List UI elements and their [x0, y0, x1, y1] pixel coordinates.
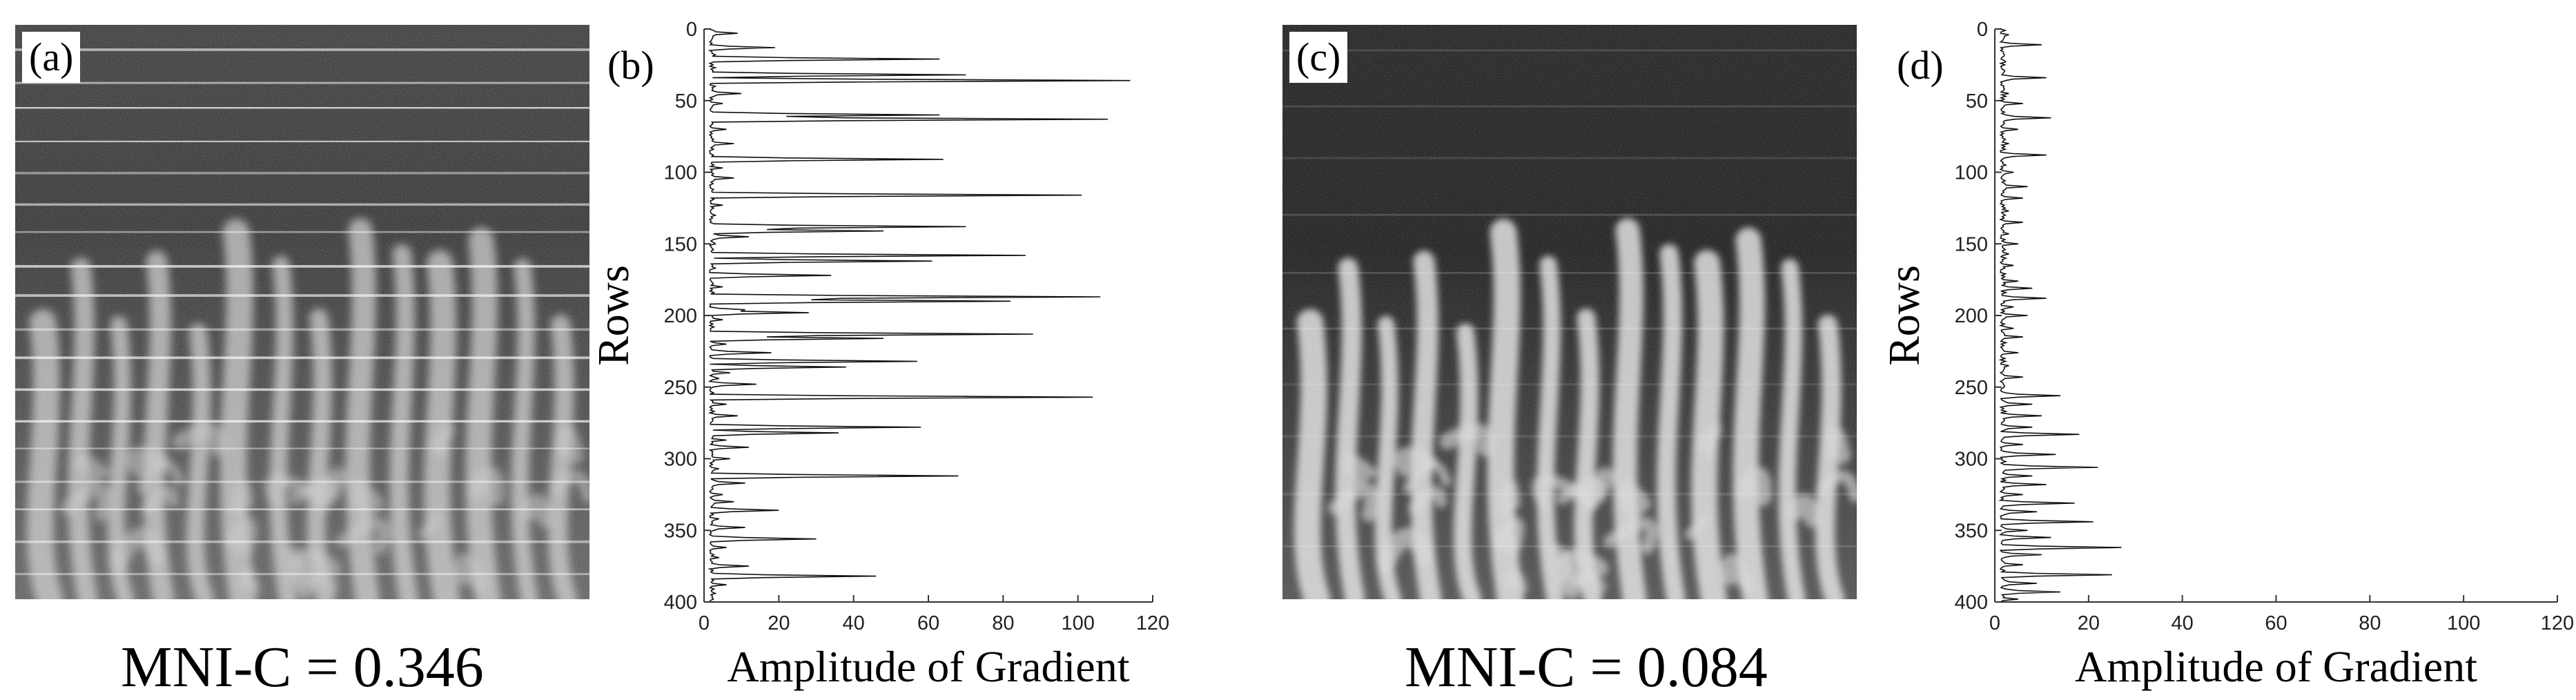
stripe-artifact — [1282, 545, 1857, 547]
stripe-artifact — [15, 264, 589, 268]
gradient-profile-line — [1998, 28, 2122, 603]
y-tick-label: 300 — [1955, 449, 1988, 471]
y-tick-label: 150 — [1955, 233, 1988, 255]
stripe-artifact — [1282, 327, 1857, 330]
y-tick-label: 250 — [664, 377, 697, 399]
stripe-artifact — [1282, 383, 1857, 386]
x-tick-label: 40 — [2172, 612, 2194, 634]
stripe-artifact — [15, 540, 589, 543]
x-axis-title: Amplitude of Gradient — [728, 642, 1130, 691]
stripe-artifact — [1282, 492, 1857, 496]
y-tick-label: 100 — [1955, 162, 1988, 184]
x-tick-label: 80 — [2359, 612, 2381, 634]
x-axis-title: Amplitude of Gradient — [2075, 642, 2477, 691]
y-axis-title: Rows — [1880, 265, 1929, 366]
stripe-artifact — [15, 48, 589, 51]
oct-image-a — [15, 25, 589, 599]
gradient-profile-line — [708, 28, 1131, 603]
stripe-artifact — [1282, 435, 1857, 438]
y-tick-label: 200 — [1955, 305, 1988, 327]
y-tick-label: 250 — [1955, 377, 1988, 399]
stripe-artifact — [1282, 213, 1857, 216]
y-tick-label: 300 — [664, 449, 697, 471]
stripe-artifact — [15, 328, 589, 331]
y-axis-title: Rows — [590, 265, 638, 366]
stripe-artifact — [15, 447, 589, 449]
stripe-artifact — [15, 203, 589, 206]
x-tick-label: 120 — [2541, 612, 2574, 634]
stripe-artifact — [15, 420, 589, 422]
stripe-artifact — [1282, 272, 1857, 274]
oct-image-c — [1282, 25, 1857, 599]
x-tick-label: 120 — [1136, 612, 1169, 634]
panel-tag-d: (d) — [1897, 43, 1944, 88]
x-tick-label: 100 — [2447, 612, 2480, 634]
x-tick-label: 40 — [843, 612, 865, 634]
y-tick-label: 0 — [686, 19, 697, 41]
stripe-artifact — [15, 140, 589, 143]
image-panel-a: (a) — [15, 25, 589, 599]
y-tick-label: 100 — [664, 162, 697, 184]
x-tick-label: 100 — [1061, 612, 1094, 634]
stripe-artifact — [1282, 157, 1857, 159]
y-tick-label: 50 — [675, 90, 697, 113]
x-tick-label: 20 — [2078, 612, 2100, 634]
x-tick-label: 60 — [917, 612, 939, 634]
x-tick-label: 60 — [2265, 612, 2287, 634]
image-panel-c: (c) — [1282, 25, 1857, 599]
y-tick-label: 150 — [664, 233, 697, 255]
stripe-artifact — [15, 480, 589, 483]
stripe-artifact — [15, 388, 589, 391]
stripe-artifact — [15, 572, 589, 576]
x-tick-label: 80 — [992, 612, 1014, 634]
stripe-artifact — [15, 231, 589, 233]
y-tick-label: 0 — [1977, 19, 1988, 41]
x-tick-label: 0 — [1989, 612, 2000, 634]
y-tick-label: 200 — [664, 305, 697, 327]
y-tick-label: 50 — [1966, 90, 1988, 113]
stripe-artifact — [15, 107, 589, 109]
panel-tag-c: (c) — [1289, 32, 1348, 83]
stripe-artifact — [15, 81, 589, 84]
y-tick-label: 400 — [1955, 592, 1988, 614]
panel-tag-b: (b) — [607, 43, 654, 88]
y-tick-label: 400 — [664, 592, 697, 614]
caption-a: MNI-C = 0.346 — [121, 635, 484, 699]
caption-c: MNI-C = 0.084 — [1405, 635, 1768, 699]
x-tick-label: 20 — [768, 612, 790, 634]
stripe-artifact — [15, 508, 589, 511]
stripe-artifact — [15, 294, 589, 297]
panel-tag-a: (a) — [22, 32, 81, 83]
stripe-artifact — [15, 171, 589, 175]
stripe-artifact — [1282, 105, 1857, 108]
y-tick-label: 350 — [664, 520, 697, 542]
x-tick-label: 0 — [699, 612, 710, 634]
stripe-artifact — [1282, 49, 1857, 52]
y-tick-label: 350 — [1955, 520, 1988, 542]
stripe-artifact — [15, 356, 589, 360]
